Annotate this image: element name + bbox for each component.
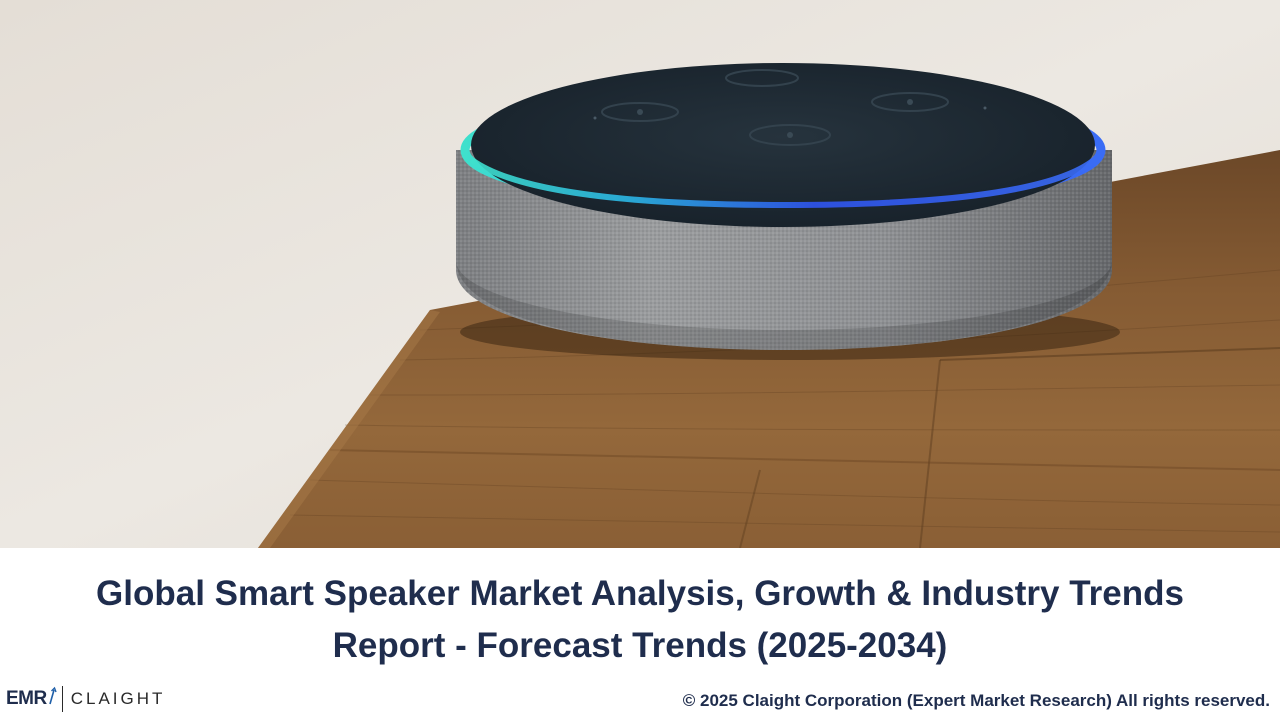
report-title-line-1: Global Smart Speaker Market Analysis, Gr… [96, 574, 1184, 613]
logo-arrow-icon [48, 686, 57, 705]
caption-band: Global Smart Speaker Market Analysis, Gr… [0, 548, 1280, 720]
logo-claight-text: CLAIGHT [70, 689, 166, 708]
report-title: Global Smart Speaker Market Analysis, Gr… [40, 568, 1240, 672]
smart-speaker-photo [0, 0, 1280, 548]
hero-image [0, 0, 1280, 548]
report-title-line-2: Report - Forecast Trends (2025-2034) [332, 626, 948, 665]
logo-divider [61, 686, 63, 712]
copyright-notice: © 2025 Claight Corporation (Expert Marke… [682, 691, 1270, 710]
logo-emr-text: EMR [6, 688, 47, 709]
emr-claight-logo: EMR CLAIGHT [6, 682, 165, 716]
